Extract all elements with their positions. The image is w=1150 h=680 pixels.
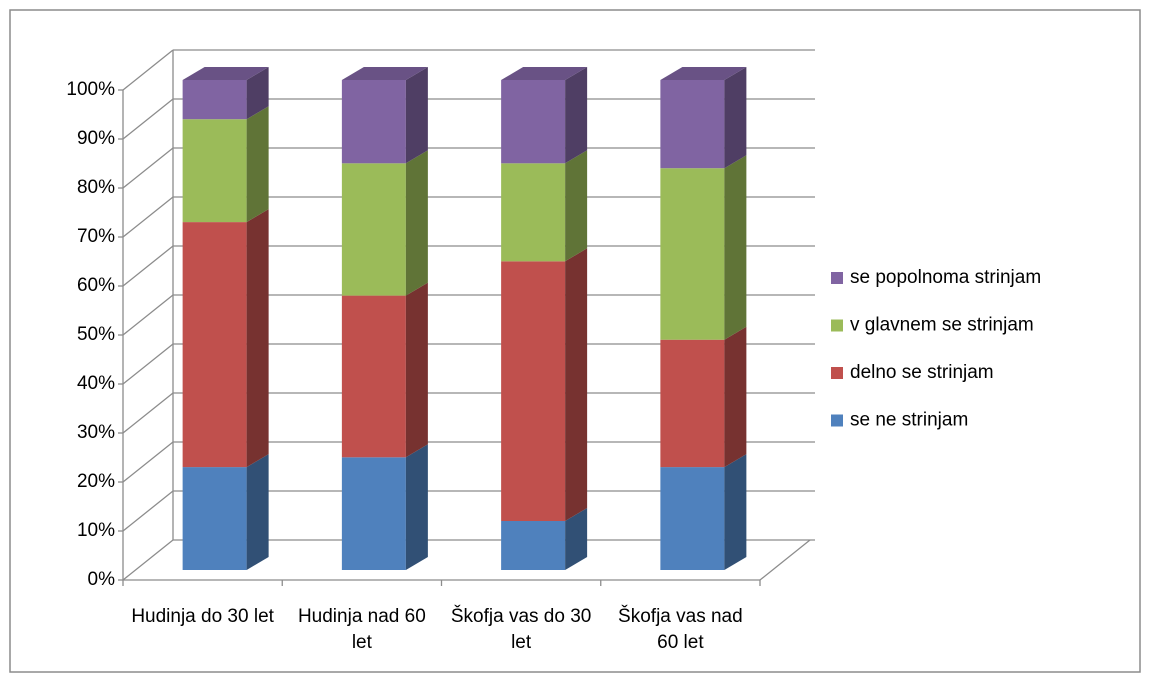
bar-segment-side xyxy=(405,444,428,570)
bar-segment-top xyxy=(660,67,747,80)
y-tick-label: 50% xyxy=(77,324,115,345)
y-tick-label: 40% xyxy=(77,373,115,394)
floor-edge xyxy=(759,539,811,581)
bar-segment-top xyxy=(501,67,588,80)
bar-segment-top xyxy=(341,67,428,80)
x-tick-label: Škofja vas do 30 let xyxy=(450,606,592,653)
bar-segment-side xyxy=(405,67,428,164)
legend-swatch xyxy=(831,367,843,379)
grid-line xyxy=(122,49,174,91)
bar-segment xyxy=(341,163,406,296)
bar-segment xyxy=(501,163,566,262)
x-tick-label: Hudinja do 30 let xyxy=(131,606,274,627)
legend-label: se popolnoma strinjam xyxy=(850,267,1041,288)
y-tick-label: 80% xyxy=(77,177,115,198)
grid-line xyxy=(122,392,174,434)
bar-segment xyxy=(660,339,725,468)
y-tick-label: 60% xyxy=(77,275,115,296)
grid-line xyxy=(122,98,174,140)
bar-segment-side xyxy=(246,454,269,570)
bar-segment-top xyxy=(182,67,269,80)
bar-segment xyxy=(660,80,725,169)
bar-segment xyxy=(341,457,406,570)
legend-swatch xyxy=(831,319,843,332)
grid-line xyxy=(122,441,174,483)
bar-segment xyxy=(501,80,566,164)
bar-segment-side xyxy=(724,155,747,340)
bar-segment xyxy=(501,521,566,570)
y-tick-label: 90% xyxy=(77,128,115,149)
bar-segment-side xyxy=(565,150,588,262)
bar-segment-side xyxy=(405,150,428,296)
bar-segment-side xyxy=(565,67,588,164)
bar-segment xyxy=(660,467,725,570)
y-tick-label: 0% xyxy=(88,569,116,590)
grid-line xyxy=(122,147,174,189)
bar-segment-side xyxy=(246,67,269,120)
x-tick-label: Hudinja nad 60 let xyxy=(297,606,426,653)
bar-segment-side xyxy=(405,282,428,458)
bar-segment xyxy=(182,222,247,468)
bar-segment xyxy=(660,168,725,340)
grid-line xyxy=(122,245,174,287)
legend-label: se ne strinjam xyxy=(850,410,968,431)
bar-segment-side xyxy=(724,326,747,468)
bar-segment xyxy=(341,80,406,164)
bar-segment xyxy=(501,261,566,521)
bar-segment xyxy=(341,295,406,458)
grid-line xyxy=(122,196,174,238)
bar-segment-side xyxy=(246,209,269,468)
bar-segment-side xyxy=(565,508,588,570)
bar-segment xyxy=(182,119,247,223)
y-tick-label: 20% xyxy=(77,471,115,492)
grid-line xyxy=(122,294,174,336)
y-tick-label: 30% xyxy=(77,422,115,443)
grid-line xyxy=(122,343,174,385)
y-tick-label: 10% xyxy=(77,520,115,541)
grid-line xyxy=(122,539,174,581)
y-tick-label: 100% xyxy=(66,79,115,100)
legend-swatch xyxy=(831,272,843,284)
bar-segment-side xyxy=(565,248,588,522)
legend-label: delno se strinjam xyxy=(850,362,994,383)
bar-segment-side xyxy=(724,454,747,570)
legend-swatch xyxy=(831,414,843,427)
bar-segment-side xyxy=(724,67,747,169)
y-tick-label: 70% xyxy=(77,226,115,247)
grid-line xyxy=(122,490,174,532)
bar-segment xyxy=(182,80,247,120)
x-tick-label: Škofja vas nad 60 let xyxy=(618,606,743,653)
bar-segment-side xyxy=(246,106,269,223)
bar-segment xyxy=(182,467,247,570)
legend-label: v glavnem se strinjam xyxy=(850,315,1034,336)
